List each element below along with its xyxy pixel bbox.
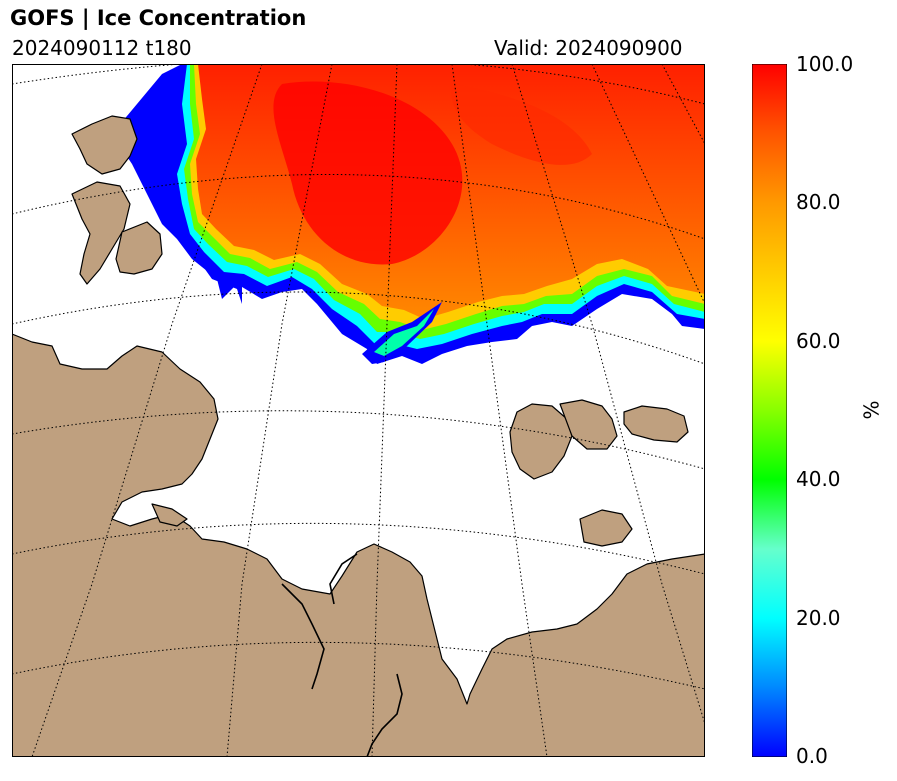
valid-label: Valid: 2024090900 — [494, 36, 683, 60]
ice-low-fringe-west — [162, 214, 242, 304]
land-novaya-zemlya — [71, 181, 131, 285]
latitude-line-4 — [12, 410, 705, 470]
colorbar — [752, 64, 787, 757]
map-title: GOFS | Ice Concentration — [10, 6, 307, 30]
longitude-line-4 — [451, 64, 548, 757]
colorbar-tick-20: 20.0 — [796, 606, 841, 630]
ice-concentration-map — [12, 64, 705, 757]
colorbar-tick-0: 0.0 — [796, 744, 828, 768]
longitude-line-7 — [661, 64, 705, 145]
longitude-line-6 — [591, 64, 705, 305]
rivers — [281, 553, 403, 757]
colorbar-tick-40: 40.0 — [796, 467, 841, 491]
land-novosibirsk-3 — [623, 405, 689, 443]
sea-ice — [112, 64, 705, 364]
colorbar-tick-60: 60.0 — [796, 329, 841, 353]
map-frame — [12, 64, 705, 757]
run-label: 2024090112 t180 — [12, 36, 192, 60]
river-3 — [329, 553, 358, 605]
longitude-line-5 — [511, 64, 705, 725]
river-2 — [366, 673, 403, 757]
land-novosibirsk-2 — [559, 399, 618, 450]
ice-streak — [451, 84, 592, 165]
ice-tongue-2 — [374, 309, 434, 356]
land-novosibirsk-1 — [509, 403, 573, 480]
land-wrangel — [579, 509, 633, 547]
colorbar-tick-80: 80.0 — [796, 190, 841, 214]
ice-peak — [273, 81, 463, 265]
colorbar-tick-100: 100.0 — [796, 52, 854, 76]
latitude-line-6 — [12, 641, 705, 690]
longitude-line-2 — [226, 64, 333, 757]
land-novaya-zemlya-south — [115, 221, 163, 275]
land-severnaya-zemlya-top — [71, 115, 138, 175]
colorbar-label: % — [859, 400, 884, 420]
latitude-line-5 — [12, 522, 705, 575]
latitude-line-2 — [12, 173, 705, 240]
graticule — [12, 64, 705, 757]
land-taymyr-bay — [151, 503, 188, 527]
river-1 — [281, 583, 325, 690]
colorbar-gradient — [752, 64, 787, 757]
